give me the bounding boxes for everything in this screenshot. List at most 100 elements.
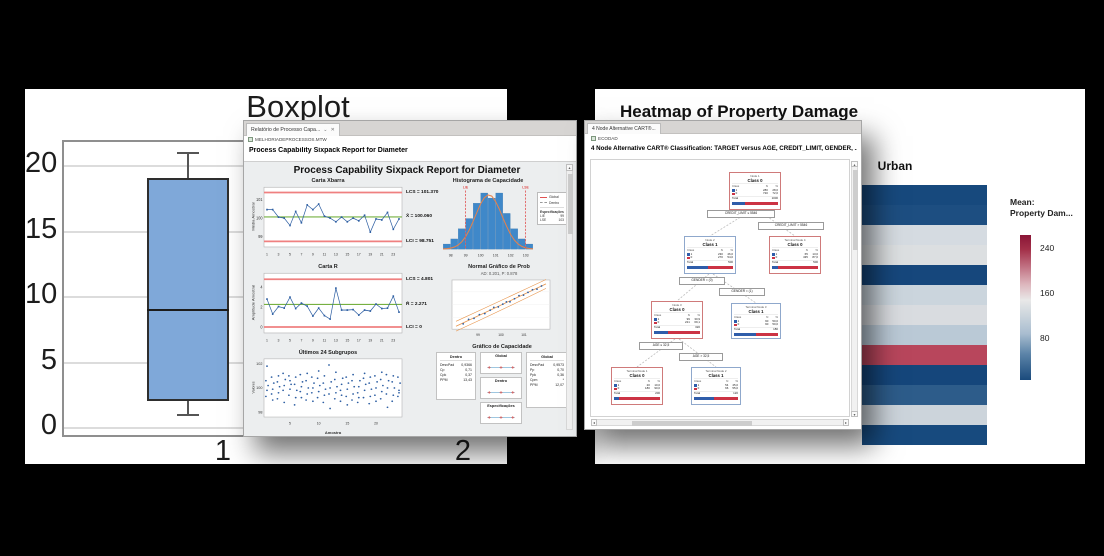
control-limit-label: X̄ = 100.060: [406, 214, 433, 219]
capability-output-heading: Process Capability Sixpack Report for Di…: [249, 147, 408, 154]
split-label: GENDER = (0): [679, 277, 725, 285]
y-tick-label: 15: [25, 212, 58, 245]
close-icon[interactable]: ✕: [330, 127, 335, 133]
split-label: AGE ≤ 32,5: [639, 342, 683, 350]
svg-text:13: 13: [334, 253, 338, 257]
svg-text:102: 102: [508, 254, 514, 258]
svg-text:98: 98: [258, 410, 262, 414]
scroll-right-icon[interactable]: ▸: [843, 419, 849, 426]
svg-text:11: 11: [323, 253, 327, 257]
cart-output-heading: 4 Node Alternative CART® Classification:…: [591, 145, 857, 152]
scroll-up-icon[interactable]: ▴: [851, 161, 858, 167]
capability-report-window: Relatório de Processo Capa... ⌄ ✕ MELHOR…: [243, 120, 577, 437]
xbar-chart-title: Carta Xbarra: [311, 178, 345, 184]
interval-plot-1: Dentro: [480, 377, 522, 399]
whisker-upper: [187, 151, 189, 179]
control-limit-label: LCI = 0: [406, 325, 422, 330]
scroll-left-icon[interactable]: ◂: [591, 419, 597, 426]
colorbar-tick-label: 80: [1040, 333, 1050, 343]
tree-node-node-2: Node 2 Class 1 Class N% 1 230 46,0 0 270 54,0 Tota…: [684, 236, 736, 274]
x-category-label: 2: [454, 435, 472, 467]
cart-worksheet-row: ECODAD: [591, 136, 618, 141]
svg-text:103: 103: [523, 254, 529, 258]
svg-text:17: 17: [357, 339, 361, 343]
svg-text:5: 5: [289, 422, 291, 426]
svg-text:LSE: LSE: [522, 185, 529, 189]
svg-text:Valores: Valores: [251, 381, 255, 393]
heatmap-cell: [862, 225, 987, 245]
tab-capability-report[interactable]: Relatório de Processo Capa... ⌄ ✕: [246, 123, 340, 136]
vertical-scrollbar[interactable]: ▴: [566, 164, 573, 430]
report-title: Process Capability Sixpack Report for Di…: [293, 165, 521, 176]
svg-text:99: 99: [258, 234, 263, 239]
scroll-up-icon[interactable]: ▴: [566, 164, 573, 171]
within-stats-box: Dentro DesvPad 0,9366 Cp 0,71 Cpk 0,37 PPM 13,43: [436, 352, 476, 400]
whisker-cap: [177, 413, 199, 416]
tree-node-terminal-node-1: Terminal Node 1 Class 0 Class N% 1 20 10,0 0 180…: [611, 367, 663, 405]
legend-global: Global: [540, 195, 564, 199]
svg-text:3: 3: [278, 253, 280, 257]
control-limit-label: LCS = 101.370: [406, 190, 439, 195]
scrollbar-thumb[interactable]: [632, 420, 752, 426]
interval-plot-0: Global: [480, 352, 522, 374]
heatmap-cell: [862, 385, 987, 405]
svg-text:15: 15: [345, 339, 349, 343]
scrollbar-thumb[interactable]: [567, 174, 573, 234]
svg-text:1: 1: [266, 339, 268, 343]
svg-text:101: 101: [256, 197, 262, 202]
chevron-down-icon[interactable]: ⌄: [323, 127, 328, 133]
split-label: CREDIT_LIMIT ≤ 5546: [707, 210, 775, 218]
svg-text:9: 9: [312, 253, 314, 257]
svg-text:17: 17: [357, 253, 361, 257]
worksheet-icon: [248, 137, 253, 142]
box: [147, 178, 229, 401]
heatmap-cell: [862, 305, 987, 325]
normal-plot-title: Normal Gráfico de Prob: [468, 264, 530, 270]
svg-text:19: 19: [368, 339, 372, 343]
svg-text:21: 21: [380, 253, 384, 257]
interval-plot-2: Especificações: [480, 402, 522, 424]
heatmap-legend-title-line1: Mean:: [1010, 197, 1035, 207]
split-label: AGE > 32,5: [679, 353, 723, 361]
heatmap-cell: [862, 325, 987, 345]
tab-capability-report-label: Relatório de Processo Capa...: [251, 127, 321, 133]
y-tick-label: 5: [40, 343, 57, 376]
normal-probability-plot: 99 100 101: [444, 278, 554, 345]
heatmap-cell: [862, 425, 987, 445]
whisker-cap: [177, 151, 199, 154]
heatmap-cell: [862, 365, 987, 385]
tab-cart-classification[interactable]: 4 Node Alternative CART®...: [587, 123, 661, 134]
svg-text:98: 98: [449, 254, 453, 258]
scroll-down-icon[interactable]: ▾: [851, 411, 858, 417]
capability-report-canvas: Process Capability Sixpack Report for Di…: [244, 161, 576, 436]
tree-node-terminal-node-2: Terminal Node 2 Class 1 Class N% 1 54 45,0 0 66 5…: [691, 367, 741, 405]
split-label: GENDER = (1): [719, 288, 765, 296]
svg-text:99: 99: [476, 333, 480, 337]
capability-window-tabbar: Relatório de Processo Capa... ⌄ ✕: [244, 121, 576, 136]
subgroups-chart-title: Últimos 24 Subgrupos: [298, 350, 358, 356]
heatmap-cell: [862, 245, 987, 265]
worksheet-row: MELHORIADEPROCESSOS.MTW: [248, 137, 327, 142]
svg-text:13: 13: [334, 339, 338, 343]
heatmap-column-label: Urban: [877, 159, 913, 173]
tab-cart-classification-label: 4 Node Alternative CART®...: [592, 126, 656, 132]
svg-text:11: 11: [323, 339, 327, 343]
svg-text:Amostra: Amostra: [325, 430, 342, 435]
svg-text:7: 7: [300, 339, 302, 343]
svg-text:1: 1: [266, 253, 268, 257]
heatmap-cell: [862, 265, 987, 285]
sixpack-report: Process Capability Sixpack Report for Di…: [248, 164, 568, 438]
y-tick-label: 10: [25, 278, 58, 310]
worksheet-icon: [591, 136, 596, 141]
r-chart: 0 2 4 1 3 5 7 9 11 13 15 17 19 21 23 Amplitude Amostral: [250, 270, 406, 351]
cart-vertical-scrollbar[interactable]: ▴ ▾: [851, 161, 858, 417]
scrollbar-thumb[interactable]: [852, 170, 858, 250]
heatmap-title: Heatmap of Property Damage: [620, 102, 859, 121]
svg-text:LIE: LIE: [463, 185, 469, 189]
svg-text:101: 101: [521, 333, 527, 337]
heatmap-colorbar: [1020, 235, 1031, 380]
boxplot-title: Boxplot: [246, 89, 350, 124]
cart-horizontal-scrollbar[interactable]: ◂ ▸: [591, 419, 849, 426]
heatmap-grid: [862, 185, 987, 445]
cart-worksheet-name: ECODAD: [598, 136, 618, 141]
